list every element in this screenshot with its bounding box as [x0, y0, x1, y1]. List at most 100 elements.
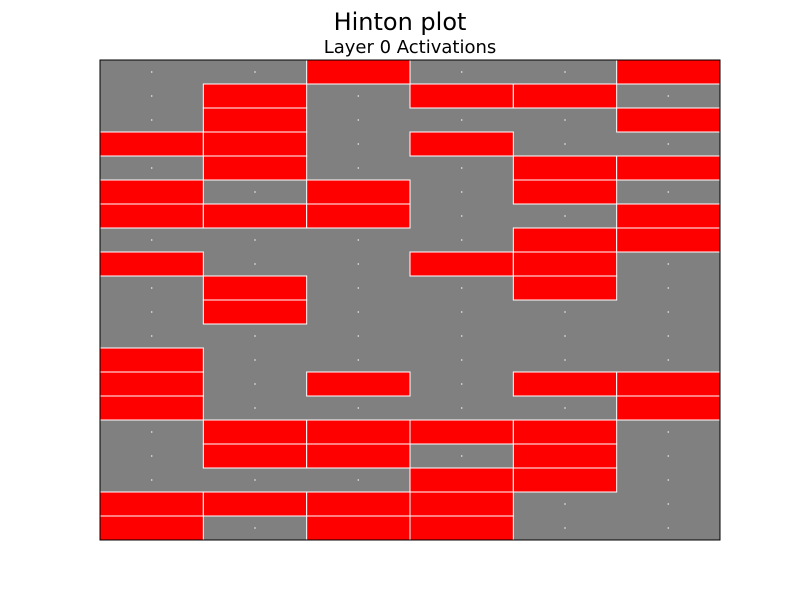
hinton-cell-zero	[150, 287, 153, 289]
hinton-cell-zero	[254, 479, 256, 481]
hinton-cell-active	[306, 419, 411, 445]
hinton-cell-active	[512, 443, 618, 469]
hinton-cell-active	[409, 467, 514, 493]
hinton-cell-active	[202, 275, 308, 301]
hinton-cell-active	[202, 203, 308, 229]
hinton-cell-zero	[357, 407, 360, 409]
hinton-cell-zero	[254, 71, 256, 73]
hinton-cell-active	[512, 155, 618, 181]
hinton-cell-zero	[357, 359, 360, 361]
hinton-cell-zero	[460, 407, 463, 409]
hinton-cell-active	[409, 131, 514, 157]
hinton-cell-zero	[667, 479, 670, 481]
hinton-cell-active	[202, 419, 308, 445]
hinton-cell-zero	[460, 359, 463, 361]
hinton-cell-zero	[667, 455, 670, 457]
hinton-cell-active	[512, 179, 618, 205]
hinton-cell-active	[306, 515, 411, 541]
hinton-cell-active	[616, 155, 721, 181]
hinton-cell-active	[616, 203, 721, 229]
hinton-cell-active	[202, 131, 308, 157]
hinton-cell-zero	[254, 239, 256, 241]
hinton-cell-zero	[667, 503, 670, 505]
hinton-cell-zero	[150, 71, 153, 73]
hinton-cell-zero	[564, 71, 566, 73]
hinton-cell-active	[409, 491, 514, 517]
hinton-cell-active	[99, 395, 204, 421]
hinton-cell-active	[616, 395, 721, 421]
hinton-cell-zero	[357, 479, 360, 481]
hinton-cell-zero	[667, 143, 670, 145]
hinton-cell-zero	[667, 191, 670, 193]
hinton-cell-zero	[150, 167, 153, 169]
hinton-cell-active	[306, 491, 411, 517]
plot-area	[99, 59, 721, 541]
hinton-cell-active	[512, 371, 618, 397]
hinton-cell-active	[99, 347, 204, 373]
hinton-cell-active	[512, 467, 618, 493]
hinton-cell-zero	[254, 191, 256, 193]
hinton-cell-zero	[564, 407, 566, 409]
hinton-cell-zero	[357, 119, 360, 121]
hinton-cell-active	[616, 107, 721, 133]
hinton-cell-zero	[357, 335, 360, 337]
hinton-cell-zero	[357, 263, 360, 265]
hinton-cell-zero	[254, 383, 256, 385]
hinton-cell-zero	[667, 95, 670, 97]
hinton-cell-active	[616, 371, 721, 397]
hinton-cell-active	[202, 83, 308, 109]
hinton-cell-active	[306, 203, 411, 229]
hinton-cell-active	[409, 251, 514, 277]
hinton-cell-active	[99, 491, 204, 517]
hinton-cell-zero	[667, 311, 670, 313]
hinton-cell-active	[512, 251, 618, 277]
hinton-cell-zero	[357, 311, 360, 313]
hinton-cell-zero	[254, 263, 256, 265]
hinton-cell-active	[99, 251, 204, 277]
hinton-cell-zero	[150, 119, 153, 121]
hinton-cell-zero	[460, 287, 463, 289]
hinton-cell-active	[99, 203, 204, 229]
hinton-cell-zero	[150, 479, 153, 481]
hinton-cell-active	[616, 227, 721, 253]
hinton-cell-zero	[150, 431, 153, 433]
hinton-cell-zero	[564, 335, 566, 337]
hinton-cell-zero	[460, 383, 463, 385]
hinton-cell-zero	[254, 359, 256, 361]
hinton-cell-zero	[460, 311, 463, 313]
hinton-cell-active	[409, 83, 514, 109]
hinton-cell-active	[99, 179, 204, 205]
hinton-cell-zero	[150, 335, 153, 337]
hinton-cell-zero	[357, 143, 360, 145]
hinton-cell-zero	[667, 263, 670, 265]
hinton-cell-zero	[357, 95, 360, 97]
hinton-cell-zero	[460, 455, 463, 457]
hinton-cell-zero	[667, 335, 670, 337]
axes-frame	[99, 59, 721, 541]
hinton-cell-zero	[150, 455, 153, 457]
hinton-cell-active	[202, 299, 308, 325]
hinton-cell-zero	[150, 95, 153, 97]
hinton-cell-zero	[460, 215, 463, 217]
hinton-cell-zero	[254, 407, 256, 409]
hinton-cell-active	[512, 227, 618, 253]
hinton-cell-active	[306, 371, 411, 397]
hinton-cell-active	[512, 275, 618, 301]
hinton-cell-active	[512, 83, 618, 109]
hinton-cell-zero	[564, 119, 566, 121]
hinton-cell-zero	[254, 527, 256, 529]
hinton-cell-zero	[460, 71, 463, 73]
hinton-cell-active	[202, 155, 308, 181]
hinton-cell-active	[99, 515, 204, 541]
hinton-cell-zero	[564, 311, 566, 313]
hinton-cell-zero	[460, 191, 463, 193]
hinton-cell-zero	[460, 167, 463, 169]
hinton-cell-active	[306, 179, 411, 205]
hinton-cell-zero	[564, 527, 566, 529]
hinton-cell-zero	[357, 167, 360, 169]
hinton-cell-active	[99, 131, 204, 157]
hinton-cell-active	[512, 419, 618, 445]
hinton-cell-active	[616, 59, 721, 85]
